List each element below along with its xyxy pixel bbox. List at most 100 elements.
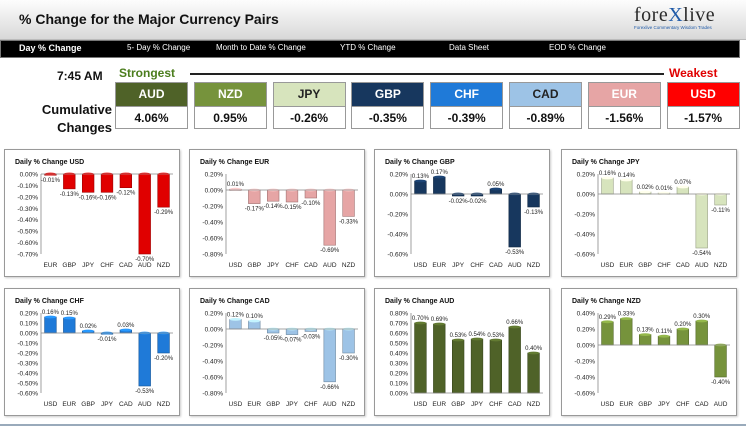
bar-aud [695,193,708,249]
y-tick-label: 0.00% [577,343,596,350]
data-label: 0.70% [412,316,430,322]
currency-box-cad: CAD -0.89% [509,82,582,131]
x-tick-label: GBP [451,401,465,408]
chart-panel-gbp: Daily % Change GBP 0.20% 0.00% -0.20% -0.40%… [374,149,550,277]
y-tick-label: -0.50% [17,381,38,388]
data-label: 0.03% [117,323,135,329]
nav-tab-mtd-change[interactable]: Month to Date % Change [216,43,306,52]
data-label: -0.16% [97,195,117,201]
chart-panel-aud: Daily % Change AUD 0.80% 0.70% 0.60% 0.50% 0.… [374,288,550,416]
bar-top-cap [248,319,261,323]
currency-code: AUD [115,82,188,107]
data-label: -0.10% [301,201,321,207]
bar-nzd [527,193,540,208]
bar-nzd [342,328,355,354]
data-label: 0.16% [42,310,60,316]
bar-aud [323,328,336,383]
bar-jpy [266,189,280,202]
y-tick-label: -0.10% [17,341,38,348]
y-tick-label: 0.20% [577,327,596,334]
bar-gbp [451,339,465,394]
forexlive-logo[interactable]: foreXlive Forexlive Commentary Wisdom Tr… [634,4,730,34]
y-tick-label: 0.20% [390,371,409,378]
y-tick-label: 0.20% [20,311,39,318]
x-tick-label: CAD [695,401,709,408]
data-label: -0.02% [467,199,487,205]
bar-jpy [81,173,95,193]
data-label: -0.53% [135,389,155,395]
chart-title: Daily % Change EUR [200,159,269,166]
data-label: 0.15% [61,311,79,317]
nav-tab-ytd-change[interactable]: YTD % Change [340,43,396,52]
bar-top-cap [490,338,502,342]
bar-cad [695,320,708,346]
bar-top-cap [433,175,446,179]
bar-usd [229,319,242,330]
data-label: 0.16% [599,171,617,177]
x-tick-label: CHF [489,401,502,408]
currency-cumulative-value: 4.06% [115,107,188,129]
x-tick-label: CHF [285,262,298,269]
x-tick-label: USD [601,401,615,408]
y-tick-label: -0.60% [574,391,595,398]
nav-tab-eod-change[interactable]: EOD % Change [549,43,606,52]
bar-nzd [342,189,355,217]
x-tick-label: AUD [714,401,728,408]
bar-top-cap [601,176,614,180]
data-label: -0.53% [505,250,525,256]
y-tick-label: -0.40% [574,232,595,239]
nav-tab-5day-change[interactable]: 5- Day % Change [127,43,191,52]
data-label: 0.17% [431,170,449,176]
bar-nzd [157,173,170,208]
bar-aud [323,189,336,246]
data-label: -0.17% [245,207,265,213]
y-tick-label: 0.60% [390,331,409,338]
bar-top-cap [601,320,614,324]
data-label: -0.33% [339,219,359,225]
x-tick-label: JPY [82,262,95,269]
currency-code: GBP [351,82,425,107]
nav-bar: Day % Change 5- Day % Change Month to Da… [0,40,740,58]
data-label: -0.16% [79,195,99,201]
data-label: 0.53% [487,333,505,339]
x-tick-label: NZD [157,262,171,269]
chart-cad: Daily % Change CAD 0.20% 0.00% -0.20% -0.40%… [200,298,359,408]
data-label: -0.30% [339,356,359,362]
data-label: 0.02% [80,324,98,330]
cumulative-label-line1: Cumulative [41,102,112,117]
y-tick-label: -0.80% [202,391,223,398]
data-label: -0.69% [320,248,340,254]
bar-eur [63,317,76,334]
x-tick-label: USD [229,262,243,269]
x-tick-label: NZD [527,262,541,269]
x-tick-label: GBP [247,262,261,269]
bar-top-cap [44,315,57,319]
x-tick-label: NZD [157,401,171,408]
bar-top-cap [695,319,708,323]
bar-top-cap [620,317,633,320]
nav-tab-data-sheet[interactable]: Data Sheet [449,43,490,52]
data-label: -0.12% [116,191,136,197]
y-tick-label: -0.40% [17,217,38,224]
logo-part-right: live [683,4,716,26]
currency-cumulative-value: -0.89% [509,107,582,129]
bar-top-cap [63,316,76,320]
bar-usd [44,316,57,334]
data-label: -0.70% [135,257,155,263]
x-tick-label: EUR [62,401,76,408]
data-label: -0.20% [154,356,174,362]
nav-tab-day-change[interactable]: Day % Change [19,43,82,53]
bar-eur [620,179,633,195]
bar-top-cap [452,338,464,342]
y-tick-label: -0.60% [574,252,595,259]
data-label: 0.66% [506,320,524,326]
currency-box-nzd: NZD 0.95% [193,82,267,131]
chart-panel-jpy: Daily % Change JPY 0.20% 0.00% -0.20% -0.40%… [561,149,737,277]
bar-aud [138,173,151,255]
x-tick-label: CHF [304,401,317,408]
bar-top-cap [620,178,633,182]
data-label: -0.03% [301,334,321,340]
data-label: 0.20% [674,322,692,328]
bar-top-cap [414,179,427,183]
x-tick-label: JPY [658,401,671,408]
